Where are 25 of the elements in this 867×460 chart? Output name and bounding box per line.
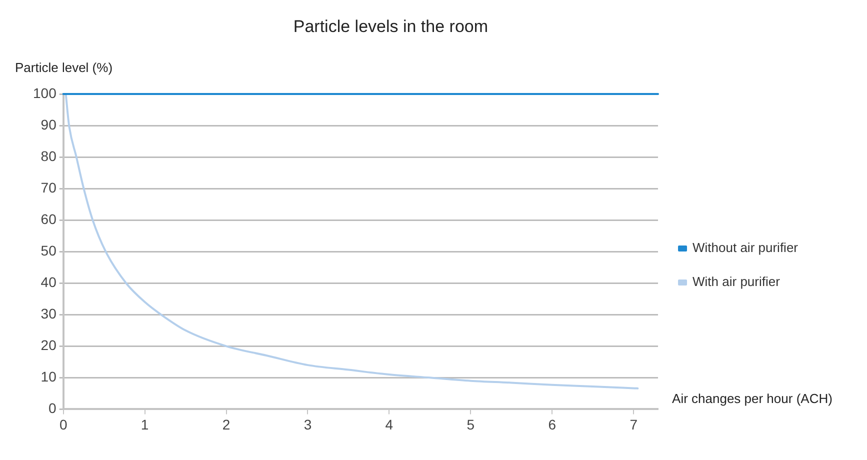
x-tick-label: 6 [548, 416, 556, 432]
x-tick-label: 0 [59, 416, 68, 432]
x-tick-label: 1 [140, 416, 149, 432]
legend-label: Without air purifier [692, 240, 799, 256]
y-tick-label: 80 [40, 148, 57, 164]
x-axis-title: Air changes per hour (ACH) [672, 391, 832, 406]
chart-title: Particle levels in the room [293, 17, 488, 36]
x-tick-label: 7 [630, 416, 638, 432]
y-tick-label: 70 [40, 179, 57, 196]
y-tick-label: 10 [40, 368, 57, 385]
y-axis-title: Particle level (%) [15, 60, 113, 75]
y-tick-label: 20 [40, 337, 57, 354]
legend-label: With air purifier [692, 274, 781, 290]
x-tick-label: 5 [466, 416, 475, 432]
x-tick-label: 4 [385, 416, 394, 432]
y-tick-label: 90 [40, 116, 57, 132]
y-tick-label: 40 [40, 274, 57, 290]
x-tick-label: 2 [222, 416, 230, 432]
y-tick-label: 0 [48, 400, 57, 416]
y-tick-label: 50 [40, 242, 57, 258]
y-tick-label: 30 [40, 306, 57, 322]
y-tick-label: 100 [33, 84, 57, 101]
x-tick-label: 3 [304, 416, 312, 432]
y-tick-label: 60 [40, 210, 57, 227]
line-series [64, 93, 639, 390]
